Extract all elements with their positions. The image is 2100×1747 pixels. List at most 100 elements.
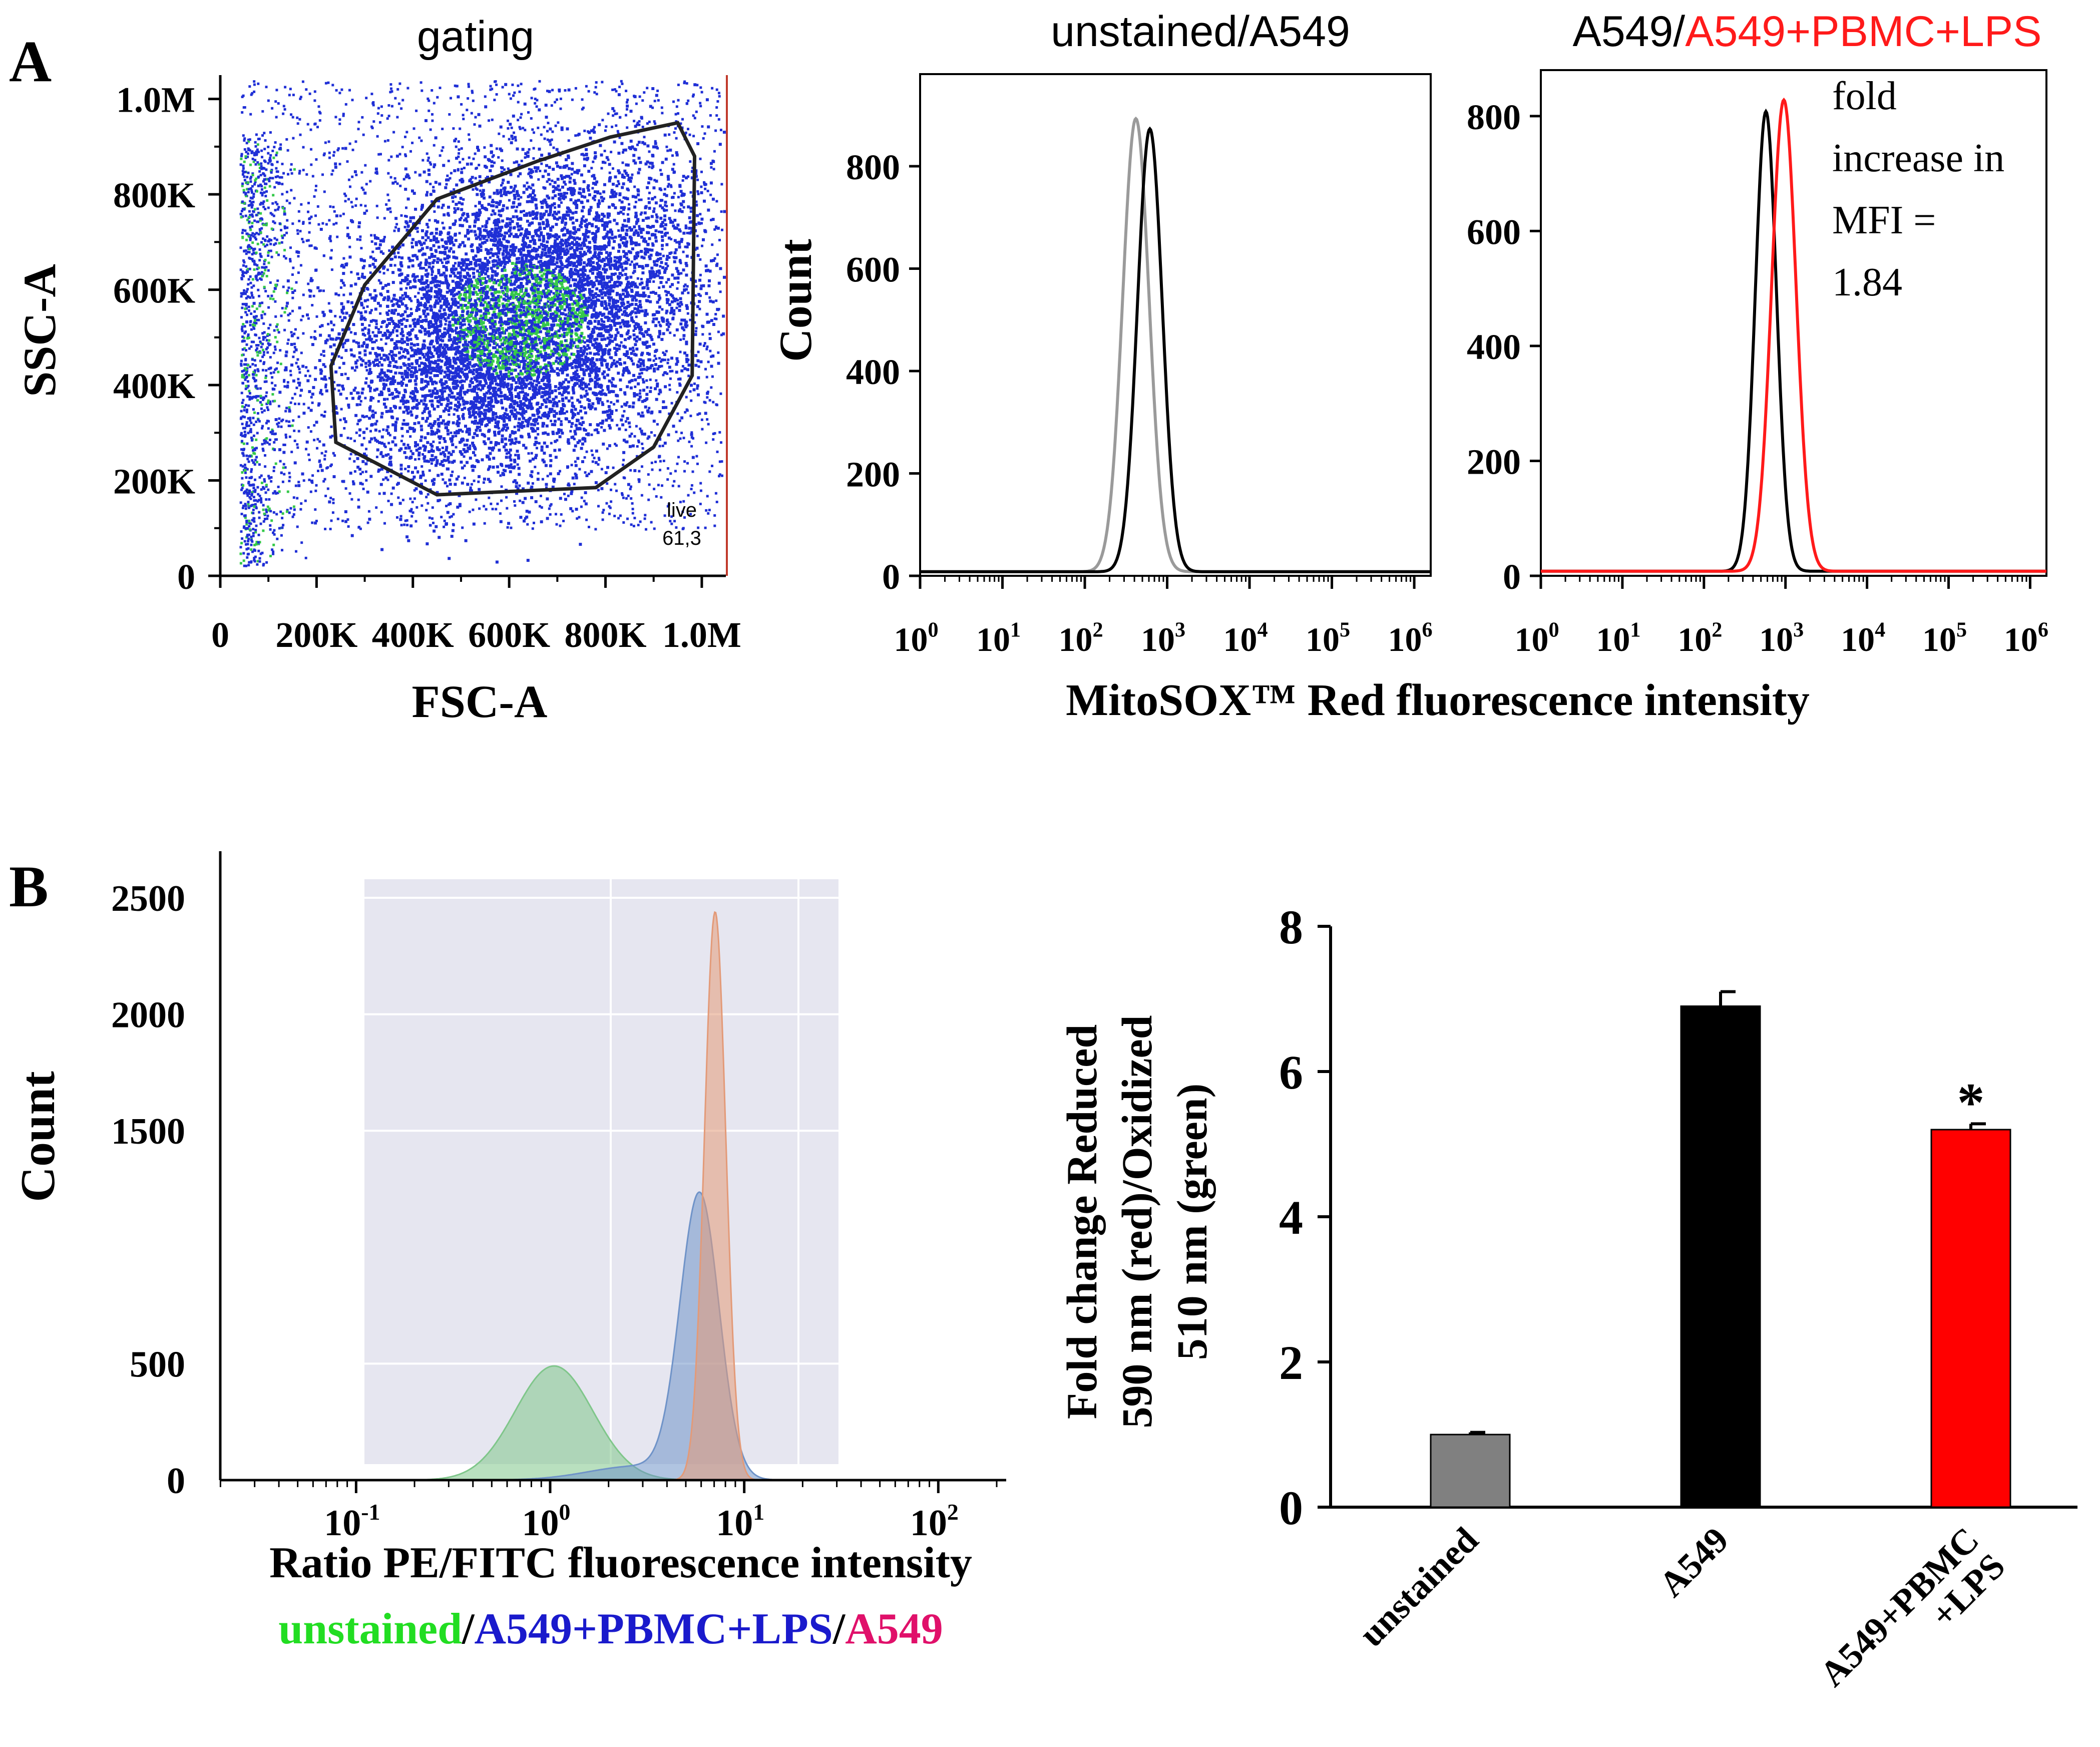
event-dot: [668, 303, 671, 306]
event-dot: [615, 394, 619, 398]
event-dot: [576, 441, 580, 444]
event-dot: [583, 235, 587, 238]
event-dot: [617, 211, 620, 215]
event-dot: [507, 277, 511, 281]
event-dot: [514, 395, 518, 398]
event-dot: [368, 417, 371, 420]
event-dot: [446, 331, 450, 334]
event-dot: [521, 333, 524, 337]
event-dot: [525, 515, 529, 519]
event-dot: [519, 252, 523, 256]
event-dot: [548, 139, 552, 143]
event-dot: [406, 295, 409, 298]
event-dot: [587, 249, 590, 253]
event-dot: [410, 342, 413, 345]
event-dot: [476, 394, 479, 398]
event-dot: [417, 453, 421, 457]
event-dot: [445, 374, 449, 377]
event-dot: [632, 233, 636, 236]
event-dot: [529, 459, 532, 463]
event-dot: [640, 353, 643, 357]
event-dot: [504, 443, 508, 446]
event-dot: [577, 257, 581, 261]
event-dot: [550, 278, 554, 282]
event-dot: [363, 353, 367, 357]
event-dot: [462, 263, 465, 267]
event-dot: [535, 169, 538, 173]
event-dot: [439, 463, 442, 466]
event-dot: [654, 273, 658, 276]
event-dot: [488, 447, 491, 450]
event-dot: [571, 216, 574, 220]
event-dot: [519, 288, 523, 291]
event-dot: [633, 263, 636, 267]
event-dot: [478, 396, 482, 400]
event-dot: [534, 363, 537, 366]
event-dot: [478, 488, 481, 491]
event-dot: [651, 313, 655, 316]
event-dot: [571, 366, 574, 370]
event-dot: [453, 139, 457, 143]
event-dot: [427, 346, 430, 350]
event-dot: [459, 274, 462, 278]
event-dot: [557, 335, 560, 339]
event-dot: [573, 294, 576, 297]
event-dot: [587, 433, 590, 437]
event-dot: [436, 446, 439, 450]
event-dot: [534, 436, 538, 440]
event-dot: [518, 320, 521, 323]
event-dot: [504, 416, 507, 419]
event-dot: [593, 177, 596, 180]
event-dot: [510, 134, 514, 138]
event-dot: [350, 301, 353, 304]
event-dot: [473, 465, 477, 468]
event-dot: [489, 288, 492, 291]
event-dot: [580, 416, 584, 420]
event-dot: [498, 361, 501, 365]
event-dot: [444, 317, 447, 320]
event-dot: [650, 162, 654, 165]
event-dot: [615, 184, 619, 187]
event-dot: [630, 237, 633, 240]
event-dot: [537, 260, 541, 264]
event-dot: [517, 373, 521, 376]
event-dot: [495, 205, 499, 208]
event-dot: [411, 245, 414, 249]
event-dot: [654, 236, 657, 239]
event-dot: [484, 442, 487, 446]
event-dot: [462, 328, 465, 332]
event-dot: [501, 378, 504, 381]
event-dot: [608, 220, 612, 223]
event-dot: [512, 215, 515, 218]
event-dot: [452, 315, 456, 319]
event-dot: [576, 313, 579, 316]
event-dot: [509, 448, 512, 452]
event-dot: [518, 417, 521, 421]
event-dot: [527, 332, 531, 335]
event-dot: [575, 338, 578, 341]
event-dot: [583, 283, 586, 286]
event-dot: [486, 267, 490, 270]
event-dot: [629, 275, 633, 279]
event-dot: [355, 366, 358, 369]
event-dot: [401, 397, 404, 400]
event-dot: [459, 322, 463, 325]
event-dot: [582, 351, 585, 355]
event-dot: [573, 430, 577, 433]
event-dot: [354, 414, 358, 417]
event-dot: [423, 399, 427, 402]
event-dot: [666, 175, 670, 178]
event-dot: [527, 310, 530, 313]
event-dot: [605, 224, 609, 228]
event-dot: [613, 240, 616, 243]
event-dot: [674, 297, 678, 301]
event-dot: [515, 278, 518, 281]
event-dot: [421, 277, 424, 281]
event-dot: [490, 292, 494, 295]
event-dot: [455, 311, 458, 314]
event-dot: [654, 387, 657, 391]
event-dot: [435, 525, 438, 528]
event-dot: [663, 353, 666, 357]
event-dot: [389, 382, 392, 386]
event-dot: [497, 240, 501, 243]
